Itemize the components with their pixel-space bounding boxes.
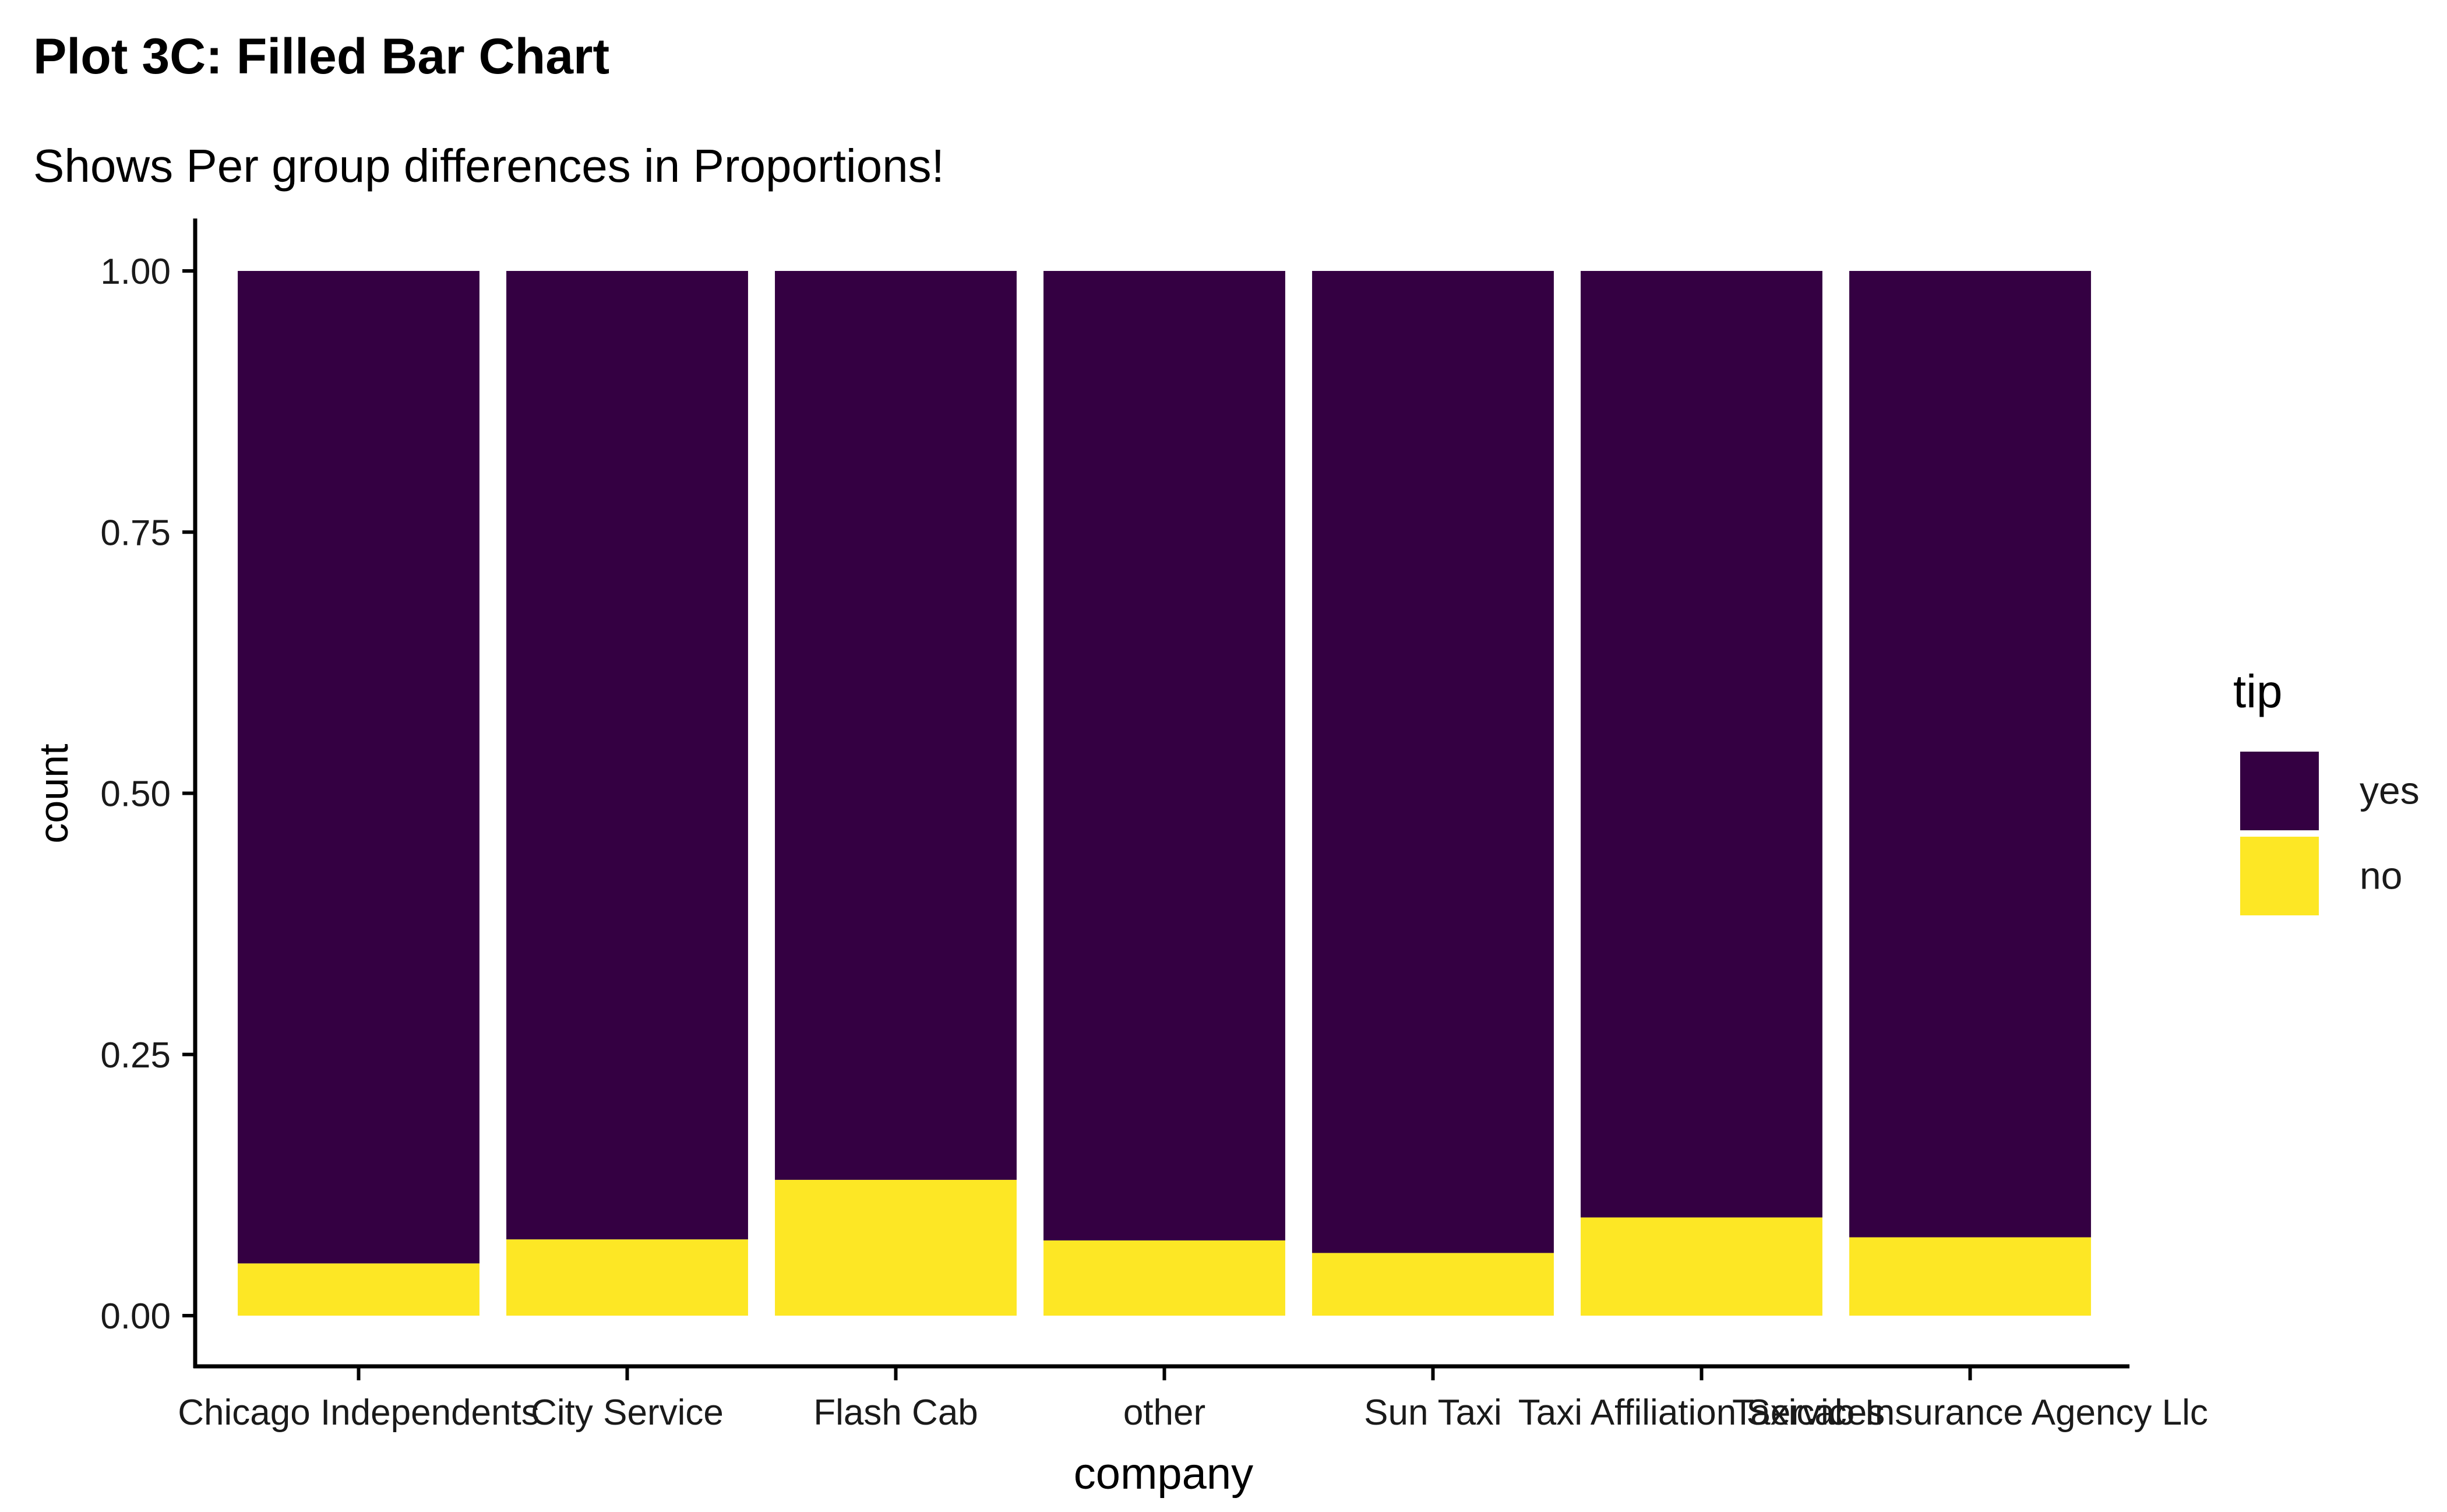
x-tick-label-3: other bbox=[1123, 1393, 1205, 1433]
bar-yes-5 bbox=[1581, 271, 1822, 1218]
chart-subtitle: Shows Per group differences in Proportio… bbox=[33, 140, 944, 192]
bar-no-0 bbox=[238, 1263, 479, 1316]
legend-title: tip bbox=[2233, 665, 2283, 717]
bar-no-4 bbox=[1312, 1253, 1554, 1316]
chart-title: Plot 3C: Filled Bar Chart bbox=[33, 29, 609, 84]
bar-no-5 bbox=[1581, 1217, 1822, 1316]
bar-no-3 bbox=[1043, 1240, 1285, 1316]
bar-no-1 bbox=[506, 1239, 748, 1316]
legend-key-no bbox=[2240, 837, 2319, 915]
y-tick-label-3: 0.75 bbox=[100, 513, 171, 553]
legend-label-no: no bbox=[2360, 854, 2402, 897]
bar-no-2 bbox=[775, 1179, 1017, 1316]
y-tick-label-4: 1.00 bbox=[100, 252, 171, 292]
bar-yes-4 bbox=[1312, 271, 1554, 1253]
x-tick-label-4: Sun Taxi bbox=[1364, 1393, 1502, 1433]
x-axis-title: company bbox=[1074, 1449, 1253, 1499]
legend-key-yes bbox=[2240, 752, 2319, 830]
y-tick-label-1: 0.25 bbox=[100, 1035, 171, 1076]
y-tick-label-2: 0.50 bbox=[100, 774, 171, 815]
bar-yes-3 bbox=[1043, 271, 1285, 1240]
legend-label-yes: yes bbox=[2360, 769, 2420, 812]
bars-group bbox=[238, 271, 2091, 1316]
x-tick-label-2: Flash Cab bbox=[813, 1393, 978, 1433]
x-tick-label-0: Chicago Independents bbox=[178, 1393, 539, 1433]
y-axis-title: count bbox=[31, 743, 76, 843]
legend: tip yes no bbox=[2233, 665, 2420, 915]
bar-no-6 bbox=[1849, 1237, 2091, 1316]
bar-yes-2 bbox=[775, 271, 1017, 1180]
x-tick-label-6: Taxicab Insurance Agency Llc bbox=[1732, 1393, 2208, 1433]
bar-yes-6 bbox=[1849, 271, 2091, 1238]
x-tick-label-1: City Service bbox=[531, 1393, 724, 1433]
bar-yes-0 bbox=[238, 271, 479, 1264]
y-tick-label-0: 0.00 bbox=[100, 1296, 171, 1337]
y-axis: 0.00 0.25 0.50 0.75 1.00 bbox=[100, 218, 198, 1368]
x-tick-label-5: Taxi Affiliation Services bbox=[1518, 1393, 1885, 1433]
bar-yes-1 bbox=[506, 271, 748, 1240]
